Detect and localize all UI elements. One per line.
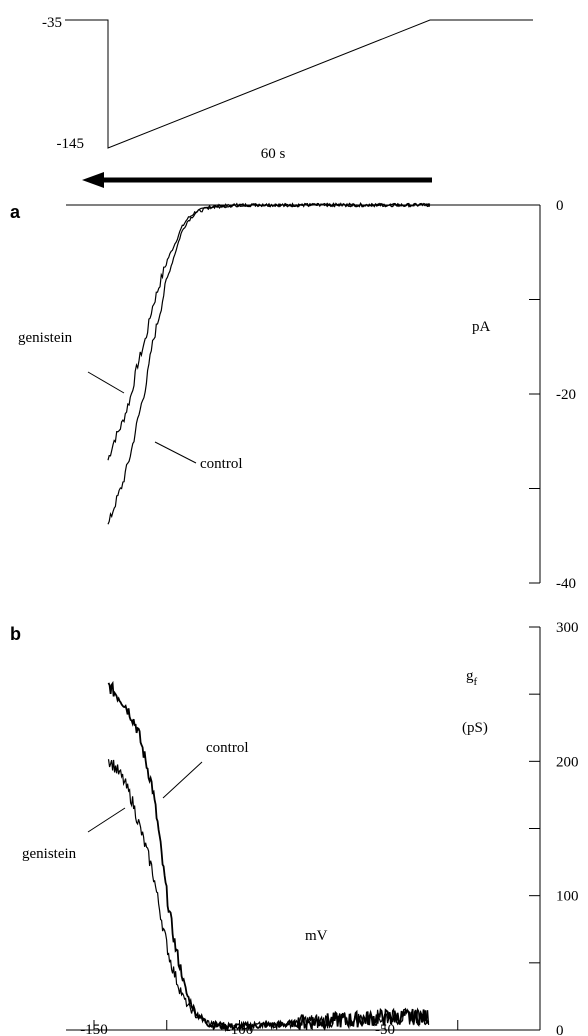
panel-b-y-axis-symbol: gf	[466, 668, 478, 688]
panel-b-y-tick-label: 200	[556, 754, 579, 770]
panel-b-y-tick-label: 0	[556, 1023, 564, 1036]
panel-b-control-leader	[162, 761, 203, 799]
panel-b-label: b	[10, 624, 21, 644]
protocol-waveform	[100, 19, 533, 149]
panel-a-y-tick-label: -20	[556, 387, 576, 403]
panel-a-series-genistein	[107, 202, 431, 461]
panel-a-label: a	[10, 202, 21, 222]
panel-a-control-leader	[154, 441, 197, 464]
panel-b-y-tick-label: 100	[556, 889, 579, 905]
panel-a-y-tick-label: 0	[556, 198, 564, 214]
panel-b-x-tick-label: -150	[80, 1022, 108, 1036]
panel-b-y-axis-symbol-main: g	[466, 668, 474, 684]
step-potential-label: -145	[57, 136, 85, 152]
panel-a-y-axis-unit: pA	[472, 319, 491, 335]
panel-b-x-tick-label: -50	[375, 1022, 395, 1036]
panel-b-series-genistein	[107, 759, 430, 1031]
panel-b-genistein-label: genistein	[22, 846, 77, 862]
panel-b-y-ticks: 0 100 200 300	[529, 620, 579, 1036]
panel-a-control-label: control	[200, 456, 243, 472]
panel-a-series	[107, 201, 431, 525]
time-arrow-head	[82, 172, 104, 188]
panel-b-y-tick-label: 300	[556, 620, 579, 636]
panel-b-series	[107, 680, 430, 1033]
panel-a-y-ticks: 0 -20 -40	[529, 198, 576, 592]
holding-potential-label: -35	[42, 15, 62, 31]
ramp-duration-label: 60 s	[261, 146, 286, 162]
panel-a-genistein-leader	[87, 371, 125, 394]
panel-b-genistein-leader	[87, 807, 126, 833]
panel-b-y-axis-unit: (pS)	[462, 720, 488, 736]
panel-b-series-control	[107, 680, 430, 1033]
panel-a-genistein-label: genistein	[18, 330, 73, 346]
panel-a-y-tick-label: -40	[556, 576, 576, 592]
panel-a: a 0 -20 -40 pA genistein control	[10, 198, 576, 592]
panel-b-y-axis-symbol-sub: f	[474, 676, 478, 688]
panel-a-series-control	[107, 201, 431, 525]
voltage-protocol: -35 -145 60 s	[42, 15, 533, 188]
panel-b-control-label: control	[206, 740, 249, 756]
panel-b-x-axis-unit: mV	[305, 928, 328, 944]
